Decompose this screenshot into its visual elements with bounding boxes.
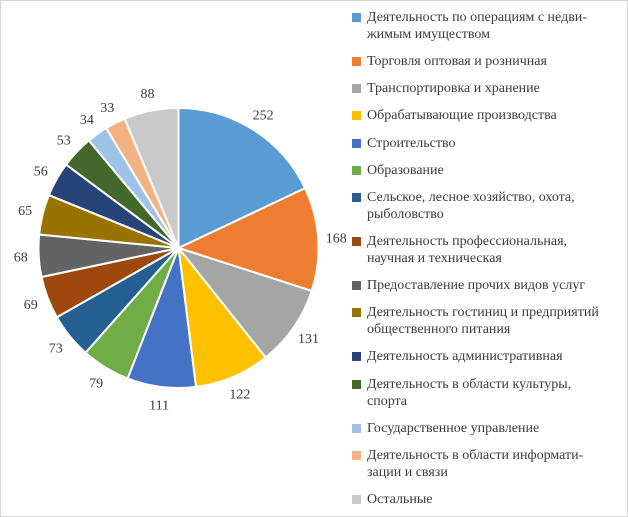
legend-item-3: Транспортировка и хранение (352, 80, 620, 97)
data-label-1: 252 (253, 108, 274, 123)
pie-slice-3 (177, 247, 313, 359)
legend-item-12: Деятельность в области культуры, спорта (352, 376, 620, 410)
legend-item-14: Деятельность в области информати-зации и… (352, 447, 620, 481)
legend-swatch (352, 281, 361, 291)
legend-swatch (352, 165, 361, 175)
legend-item-11: Деятельность административная (352, 348, 620, 365)
data-label-8: 69 (24, 298, 38, 313)
legend-label: Деятельность гостиниц и предприятий общес… (367, 305, 599, 338)
legend-item-5: Строительство (352, 135, 620, 152)
legend-swatch (352, 450, 361, 460)
legend-label: Деятельность в области информати-зации и… (367, 447, 584, 480)
legend-item-8: Деятельность профессиональная, научная и … (352, 233, 620, 267)
data-label-5: 111 (149, 399, 169, 414)
legend-label: Сельское, лесное хозяйство, охота, рыболо… (367, 189, 575, 222)
legend-swatch (352, 138, 361, 148)
data-label-12: 53 (57, 133, 71, 148)
legend-label: Деятельность в области культуры, спорта (367, 376, 572, 409)
legend-swatch (352, 13, 361, 22)
data-label-15: 88 (141, 87, 155, 102)
legend-swatch (352, 236, 361, 246)
chart-legend: Деятельность по операциям с недви-жимым … (352, 9, 620, 508)
legend-item-13: Государственное управление (352, 420, 620, 437)
legend-swatch (352, 84, 361, 94)
pie-slice-1 (177, 107, 307, 249)
data-label-9: 68 (14, 251, 28, 266)
legend-swatch (352, 379, 361, 389)
legend-swatch (352, 57, 361, 67)
legend-item-10: Деятельность гостиниц и предприятий общес… (352, 304, 620, 338)
legend-label: Деятельность административная (367, 349, 563, 365)
data-label-10: 65 (18, 204, 32, 219)
data-label-4: 122 (229, 388, 250, 403)
legend-label: Торговля оптовая и розничная (367, 54, 547, 70)
legend-item-1: Деятельность по операциям с недви-жимым … (352, 9, 620, 43)
legend-item-7: Сельское, лесное хозяйство, охота, рыболо… (352, 189, 620, 223)
pie-slice-15 (123, 107, 180, 249)
data-label-6: 79 (89, 377, 103, 392)
data-label-11: 56 (34, 164, 48, 179)
pie-slice-2 (177, 187, 320, 292)
legend-label: Предоставление прочих видов услуг (367, 278, 586, 294)
legend-swatch (352, 308, 361, 318)
legend-label: Обрабатывающие производства (367, 108, 557, 124)
legend-item-9: Предоставление прочих видов услуг (352, 277, 620, 294)
legend-swatch (352, 494, 361, 504)
legend-label: Деятельность профессиональная, научная и … (367, 233, 568, 266)
data-label-14: 33 (100, 101, 114, 116)
data-label-13: 34 (80, 113, 94, 128)
legend-label: Транспортировка и хранение (367, 81, 540, 97)
legend-swatch (352, 423, 361, 433)
legend-item-15: Остальные (352, 491, 620, 508)
legend-swatch (352, 352, 361, 362)
data-label-2: 168 (326, 232, 347, 247)
data-label-7: 73 (49, 341, 63, 356)
legend-label: Деятельность по операциям с недви-жимым … (367, 10, 587, 42)
legend-swatch (352, 111, 361, 121)
legend-item-6: Образование (352, 162, 620, 179)
legend-item-2: Торговля оптовая и розничная (352, 53, 620, 70)
legend-label: Образование (367, 162, 444, 178)
legend-item-4: Обрабатывающие производства (352, 107, 620, 124)
data-label-3: 131 (298, 332, 319, 347)
legend-label: Строительство (367, 135, 456, 151)
legend-label: Остальные (367, 491, 433, 507)
legend-swatch (352, 192, 361, 202)
legend-label: Государственное управление (367, 420, 540, 436)
